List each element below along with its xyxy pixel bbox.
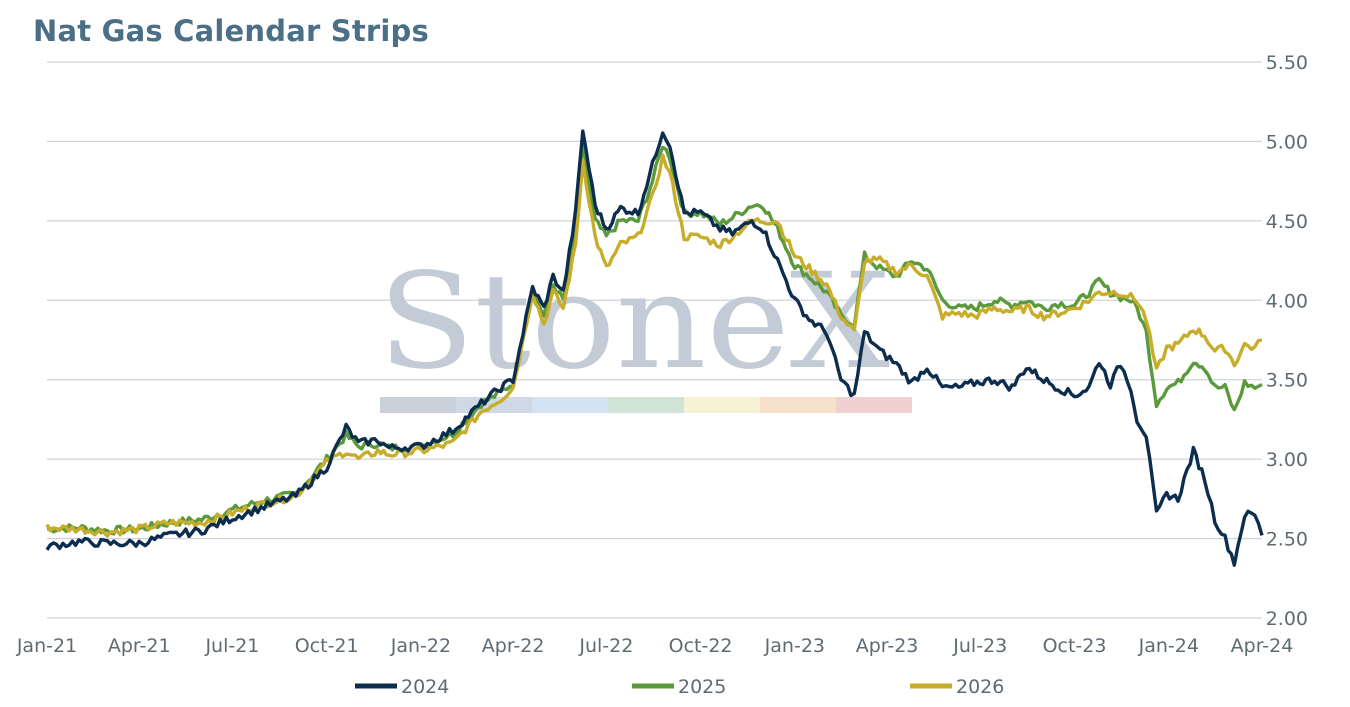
series-lines bbox=[45, 129, 1264, 567]
x-tick-label: Apr-24 bbox=[1231, 635, 1294, 657]
x-tick-label: Jan-22 bbox=[390, 635, 451, 657]
x-tick-label: Jul-22 bbox=[578, 635, 633, 657]
x-tick-label: Apr-21 bbox=[108, 635, 171, 657]
watermark-bar-segment bbox=[836, 397, 912, 413]
x-tick-label: Apr-23 bbox=[856, 635, 919, 657]
x-tick-label: Apr-22 bbox=[482, 635, 545, 657]
chart-title: Nat Gas Calendar Strips bbox=[33, 14, 429, 48]
legend: 2024 2025 2026 bbox=[355, 676, 1004, 698]
y-tick-label: 5.00 bbox=[1266, 131, 1308, 153]
legend-label: 2024 bbox=[401, 676, 449, 698]
watermark-bar-segment bbox=[532, 397, 608, 413]
x-tick-label: Jan-23 bbox=[764, 635, 825, 657]
y-axis-ticks: 2.00 2.50 3.00 3.50 4.00 4.50 5.00 5.50 bbox=[1266, 52, 1308, 630]
grid-lines bbox=[47, 61, 1262, 619]
x-axis-ticks: Jan-21 Apr-21 Jul-21 Oct-21 Jan-22 Apr-22 Jul-… bbox=[16, 635, 1294, 657]
series-line-2025 bbox=[46, 139, 1263, 536]
watermark-text: StoneX bbox=[378, 245, 890, 399]
y-tick-label: 3.00 bbox=[1266, 449, 1308, 471]
y-tick-label: 2.50 bbox=[1266, 529, 1308, 551]
x-tick-label: Jan-21 bbox=[16, 635, 77, 657]
y-tick-label: 4.50 bbox=[1266, 211, 1308, 233]
watermark-bar-segment bbox=[760, 397, 836, 413]
x-tick-label: Jan-24 bbox=[1138, 635, 1199, 657]
y-tick-label: 2.00 bbox=[1266, 608, 1308, 630]
watermark: StoneX bbox=[378, 245, 912, 413]
x-tick-label: Jul-21 bbox=[204, 635, 259, 657]
x-tick-label: Oct-23 bbox=[1043, 635, 1107, 657]
x-tick-label: Oct-22 bbox=[669, 635, 733, 657]
x-tick-label: Oct-21 bbox=[295, 635, 359, 657]
y-tick-label: 5.50 bbox=[1266, 52, 1308, 74]
y-tick-label: 3.50 bbox=[1266, 370, 1308, 392]
watermark-bar-segment bbox=[380, 397, 456, 413]
x-tick-label: Jul-23 bbox=[952, 635, 1007, 657]
legend-label: 2025 bbox=[678, 676, 726, 698]
watermark-bar-segment bbox=[608, 397, 684, 413]
y-tick-label: 4.00 bbox=[1266, 290, 1308, 312]
legend-label: 2026 bbox=[956, 676, 1004, 698]
series-line-2024 bbox=[45, 129, 1264, 567]
watermark-bar-segment bbox=[684, 397, 760, 413]
